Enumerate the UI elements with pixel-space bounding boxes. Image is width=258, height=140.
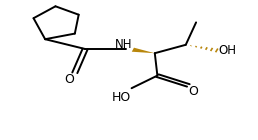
Text: NH: NH: [115, 38, 133, 51]
Polygon shape: [132, 48, 155, 53]
Text: HO: HO: [112, 91, 131, 104]
Text: O: O: [64, 73, 74, 86]
Text: O: O: [188, 85, 198, 98]
Text: OH: OH: [219, 44, 237, 57]
